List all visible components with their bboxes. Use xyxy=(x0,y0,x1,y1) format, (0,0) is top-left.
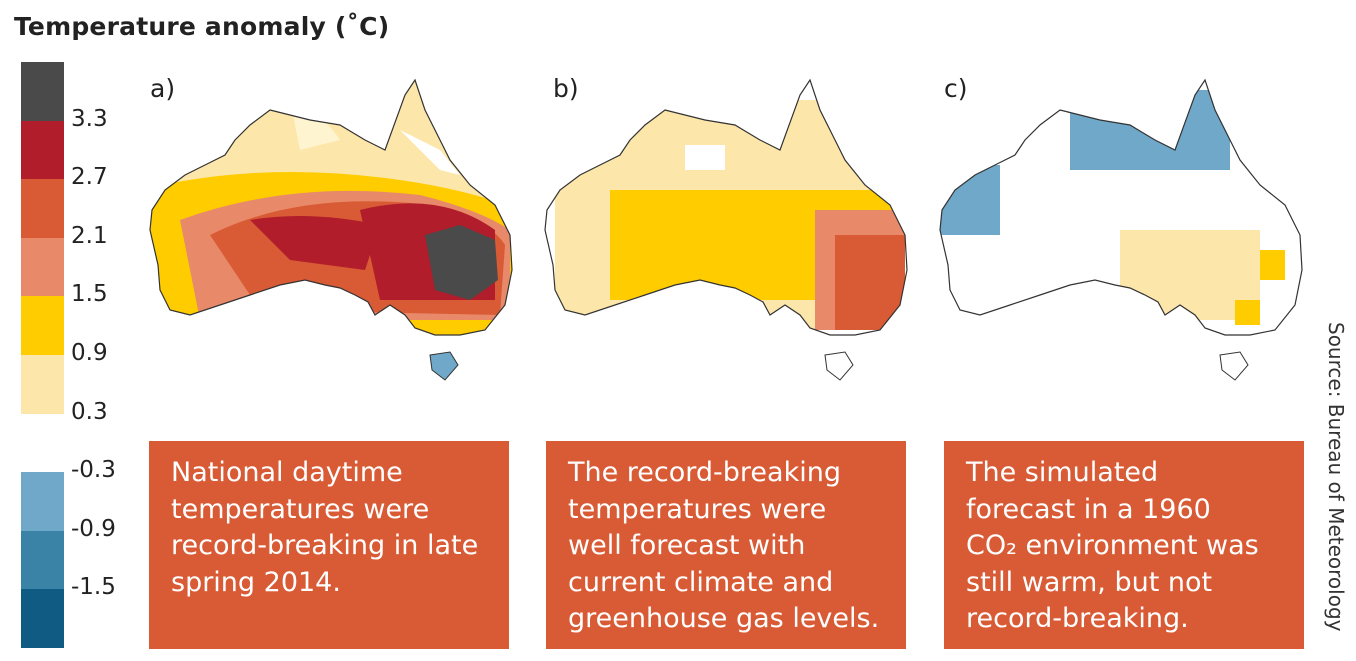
legend-swatch xyxy=(21,413,64,473)
legend-tick-label: -0.3 xyxy=(71,457,116,483)
legend-tick-label: -1.5 xyxy=(71,574,116,600)
caption-line: still warm, but not xyxy=(966,566,1213,598)
caption-line: record-breaking. xyxy=(966,603,1189,634)
legend-title: Temperature anomaly (˚C) xyxy=(14,12,390,41)
legend-swatch xyxy=(21,62,64,121)
caption-line: forecast in a 1960 xyxy=(966,493,1211,525)
legend-swatch xyxy=(21,530,64,590)
caption-line: record-breaking in late xyxy=(171,530,479,561)
legend-swatch xyxy=(21,472,64,531)
color-scale-bar xyxy=(21,62,64,648)
caption-line: temperatures were xyxy=(568,493,827,525)
legend-tick-label: 3.3 xyxy=(71,106,108,132)
map-panel-b xyxy=(544,79,908,381)
legend-tick-label: 2.7 xyxy=(71,164,108,190)
legend-tick-label: -0.9 xyxy=(71,516,116,542)
legend-tick-label: 2.1 xyxy=(71,223,108,249)
caption-line: The simulated xyxy=(966,457,1159,488)
caption-line: National daytime xyxy=(171,457,403,488)
caption-panel-b: The record-breaking temperatures were we… xyxy=(546,441,906,649)
legend-swatch xyxy=(21,237,64,297)
caption-panel-c: The simulated forecast in a 1960 CO₂ env… xyxy=(944,441,1304,649)
legend-swatch xyxy=(21,120,64,180)
legend-swatch xyxy=(21,589,64,648)
legend-tick-label: 0.3 xyxy=(71,399,108,425)
legend-swatch xyxy=(21,296,64,355)
legend-tick-label: 0.9 xyxy=(71,340,108,366)
source-credit: Source: Bureau of Meteorology xyxy=(1324,322,1348,632)
caption-panel-a: National daytime temperatures were recor… xyxy=(149,441,509,649)
legend-tick-label: 1.5 xyxy=(71,281,108,307)
caption-line: well forecast with xyxy=(568,530,806,561)
legend-swatch xyxy=(21,354,64,414)
caption-line: spring 2014. xyxy=(171,566,341,598)
map-panel-a xyxy=(149,79,513,381)
legend-swatch xyxy=(21,179,64,238)
caption-line: CO₂ environment was xyxy=(966,530,1259,561)
caption-line: current climate and xyxy=(568,566,834,598)
panel-a-label: a) xyxy=(150,74,176,103)
caption-line: greenhouse gas levels. xyxy=(568,603,880,634)
panel-b-label: b) xyxy=(553,74,579,103)
caption-line: The record-breaking xyxy=(568,457,841,488)
panel-c-label: c) xyxy=(944,74,968,103)
caption-line: temperatures were xyxy=(171,493,430,525)
map-panel-c xyxy=(939,79,1303,381)
